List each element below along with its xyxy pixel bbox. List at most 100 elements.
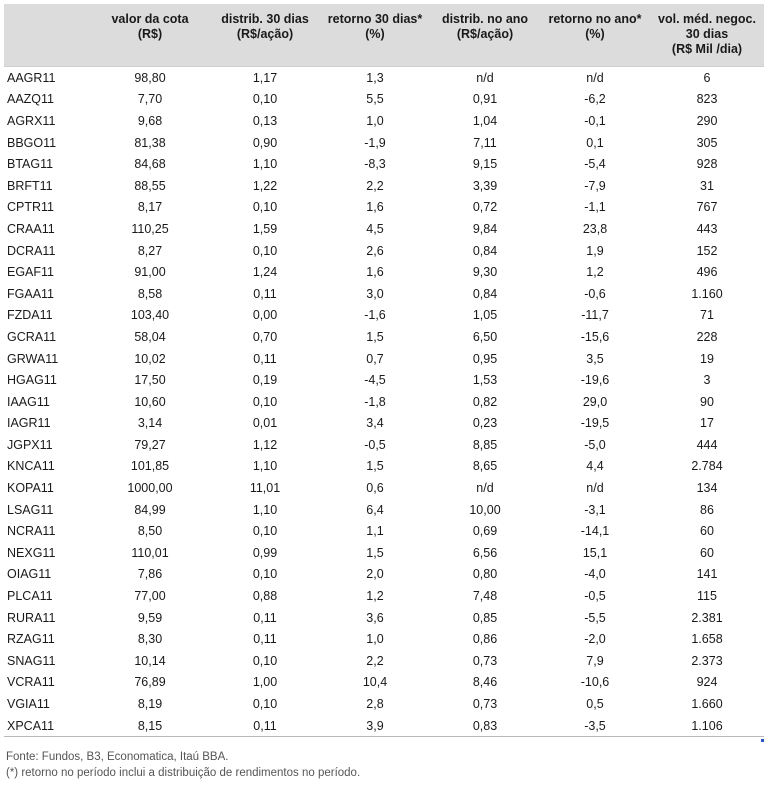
table-row: SNAG11 10,14 0,10 2,2 0,73 7,9 2.373 <box>4 650 764 672</box>
ticker-cell: GCRA11 <box>7 329 57 344</box>
value-cell: 10,00 <box>469 502 501 517</box>
ticker-cell: KOPA11 <box>7 481 54 496</box>
table-row: BBGO11 81,38 0,90 -1,9 7,11 0,1 305 <box>4 132 764 154</box>
ticker-cell: BBGO11 <box>7 135 57 150</box>
ticker-cell: VCRA11 <box>7 675 55 690</box>
value-cell: n/d <box>476 70 494 85</box>
table-row: KOPA11 1000,00 11,01 0,6 n/d n/d 134 <box>4 477 764 499</box>
value-cell: 0,69 <box>472 524 498 539</box>
value-cell: 1,12 <box>252 437 278 452</box>
ticker-cell: IAAG11 <box>7 394 50 409</box>
value-cell: 2.381 <box>691 610 723 625</box>
value-cell: 1,5 <box>366 459 384 474</box>
value-cell: 9,59 <box>137 610 163 625</box>
value-cell: 152 <box>696 243 718 258</box>
value-cell: 1,05 <box>472 308 498 323</box>
value-cell: 1,17 <box>252 70 278 85</box>
value-cell: 6,4 <box>366 502 384 517</box>
value-cell: 7,70 <box>137 92 163 107</box>
value-cell: 0,10 <box>252 200 278 215</box>
value-cell: -1,9 <box>364 135 386 150</box>
table-row: BTAG11 84,68 1,10 -8,3 9,15 -5,4 928 <box>4 153 764 175</box>
table-row: OIAG11 7,86 0,10 2,0 0,80 -4,0 141 <box>4 564 764 586</box>
value-cell: 60 <box>700 545 714 560</box>
value-cell: 0,10 <box>252 697 278 712</box>
value-cell: 1,6 <box>366 200 384 215</box>
value-cell: 1.160 <box>691 286 723 301</box>
value-cell: 1,53 <box>472 373 498 388</box>
value-cell: 1,22 <box>252 178 278 193</box>
value-cell: -6,2 <box>584 92 606 107</box>
value-cell: 88,55 <box>134 178 166 193</box>
table-row: JGPX11 79,27 1,12 -0,5 8,85 -5,0 444 <box>4 434 764 456</box>
value-cell: 0,10 <box>252 92 278 107</box>
value-cell: 0,6 <box>366 481 384 496</box>
ticker-cell: CRAA11 <box>7 221 55 236</box>
value-cell: 0,82 <box>472 394 498 409</box>
value-cell: 0,88 <box>252 589 278 604</box>
value-cell: 444 <box>696 437 718 452</box>
ticker-cell: KNCA11 <box>7 459 55 474</box>
value-cell: 0,23 <box>472 416 498 431</box>
value-cell: 0,85 <box>472 610 498 625</box>
table-row: FZDA11 103,40 0,00 -1,6 1,05 -11,7 71 <box>4 305 764 327</box>
value-cell: 8,19 <box>137 697 163 712</box>
value-cell: -0,5 <box>364 437 386 452</box>
ticker-cell: LSAG11 <box>7 502 54 517</box>
value-cell: 7,48 <box>472 589 498 604</box>
value-cell: 0,10 <box>252 243 278 258</box>
column-header: retorno 30 dias* (%) <box>320 4 430 67</box>
value-cell: 1,59 <box>252 221 278 236</box>
value-cell: 0,19 <box>252 373 278 388</box>
value-cell: 1.106 <box>650 714 764 738</box>
ticker-cell: AAGR11 <box>7 70 56 85</box>
value-cell: 98,80 <box>134 70 166 85</box>
value-cell: 0,11 <box>253 632 277 647</box>
value-cell: 2,2 <box>366 178 384 193</box>
table-row: PLCA11 77,00 0,88 1,2 7,48 -0,5 115 <box>4 585 764 607</box>
value-cell: 141 <box>696 567 718 582</box>
table-body: AAGR11 98,80 1,17 1,3 n/d n/d 6 AAZQ11 7,70 0,10 5… <box>4 67 764 738</box>
value-cell: 1,1 <box>366 524 384 539</box>
ticker-cell: AAZQ11 <box>7 92 55 107</box>
value-cell: 0,11 <box>253 351 277 366</box>
value-cell: n/d <box>586 70 604 85</box>
ticker-cell: HGAG11 <box>7 373 57 388</box>
value-cell: -4,5 <box>364 373 386 388</box>
value-cell: 0,83 <box>430 714 540 738</box>
table-row: HGAG11 17,50 0,19 -4,5 1,53 -19,6 3 <box>4 369 764 391</box>
value-cell: 103,40 <box>130 308 170 323</box>
value-cell: 110,25 <box>131 221 169 236</box>
value-cell: 10,60 <box>134 394 166 409</box>
value-cell: 110,01 <box>131 545 169 560</box>
value-cell: 1,9 <box>586 243 604 258</box>
value-cell: 84,99 <box>134 502 166 517</box>
value-cell: 1,10 <box>252 157 278 172</box>
ticker-cell: CPTR11 <box>7 200 55 215</box>
value-cell: -19,6 <box>580 373 610 388</box>
value-cell: 2,6 <box>366 243 384 258</box>
value-cell: 0,5 <box>586 697 604 712</box>
value-cell: 84,68 <box>134 157 166 172</box>
table-row: NEXG11 110,01 0,99 1,5 6,56 15,1 60 <box>4 542 764 564</box>
value-cell: 290 <box>696 113 718 128</box>
value-cell: 1000,00 <box>127 481 173 496</box>
value-cell: 4,4 <box>586 459 604 474</box>
value-cell: 29,0 <box>582 394 608 409</box>
value-cell: 0,7 <box>366 351 384 366</box>
value-cell: 8,27 <box>137 243 163 258</box>
value-cell: 7,86 <box>137 567 163 582</box>
value-cell: 0,86 <box>472 632 498 647</box>
value-cell: 8,50 <box>137 524 163 539</box>
value-cell: 2,2 <box>366 653 384 668</box>
value-cell: 1,04 <box>472 113 498 128</box>
value-cell: 11,01 <box>249 481 281 496</box>
value-cell: -15,6 <box>580 329 610 344</box>
value-cell: 0,13 <box>252 113 278 128</box>
table-row: NCRA11 8,50 0,10 1,1 0,69 -14,1 60 <box>4 520 764 542</box>
ticker-cell: SNAG11 <box>7 653 56 668</box>
value-cell: n/d <box>586 481 604 496</box>
value-cell: 0,10 <box>252 394 278 409</box>
value-cell: 10,4 <box>362 675 388 690</box>
value-cell: 0,10 <box>252 653 278 668</box>
